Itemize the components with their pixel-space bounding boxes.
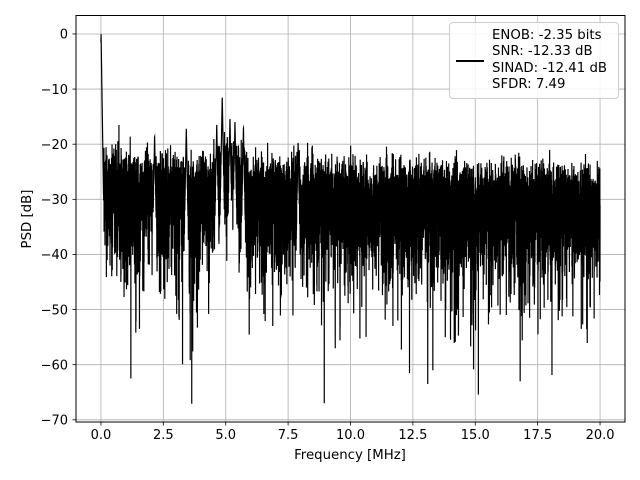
legend-entries: ENOB: -2.35 bits SNR: -12.33 dB SINAD: -…	[492, 28, 607, 93]
legend-line-sample	[456, 59, 484, 62]
legend: ENOB: -2.35 bits SNR: -12.33 dB SINAD: -…	[449, 22, 619, 100]
legend-entry-sfdr: SFDR: 7.49	[492, 76, 566, 92]
legend-entry-enob: ENOB: -2.35 bits	[492, 28, 602, 43]
legend-entry-snr: SNR: -12.33 dB	[492, 44, 593, 60]
legend-entry-sinad: SINAD: -12.41 dB	[492, 60, 608, 76]
